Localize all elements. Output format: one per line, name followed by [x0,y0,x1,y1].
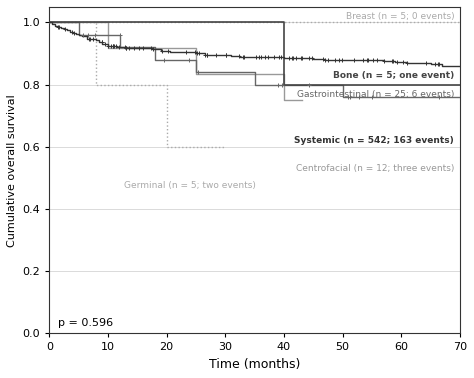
Text: Germinal (n = 5; two events): Germinal (n = 5; two events) [124,181,256,190]
Text: Centrofacial (n = 12; three events): Centrofacial (n = 12; three events) [296,164,454,173]
Y-axis label: Cumulative overall survival: Cumulative overall survival [7,94,17,246]
Text: Gastrointestinal (n = 25; 6 events): Gastrointestinal (n = 25; 6 events) [297,90,454,99]
X-axis label: Time (months): Time (months) [209,358,301,371]
Text: Breast (n = 5; 0 events): Breast (n = 5; 0 events) [346,12,454,21]
Text: Bone (n = 5; one event): Bone (n = 5; one event) [333,71,454,80]
Text: Systemic (n = 542; 163 events): Systemic (n = 542; 163 events) [294,136,454,145]
Text: p = 0.596: p = 0.596 [58,318,113,328]
